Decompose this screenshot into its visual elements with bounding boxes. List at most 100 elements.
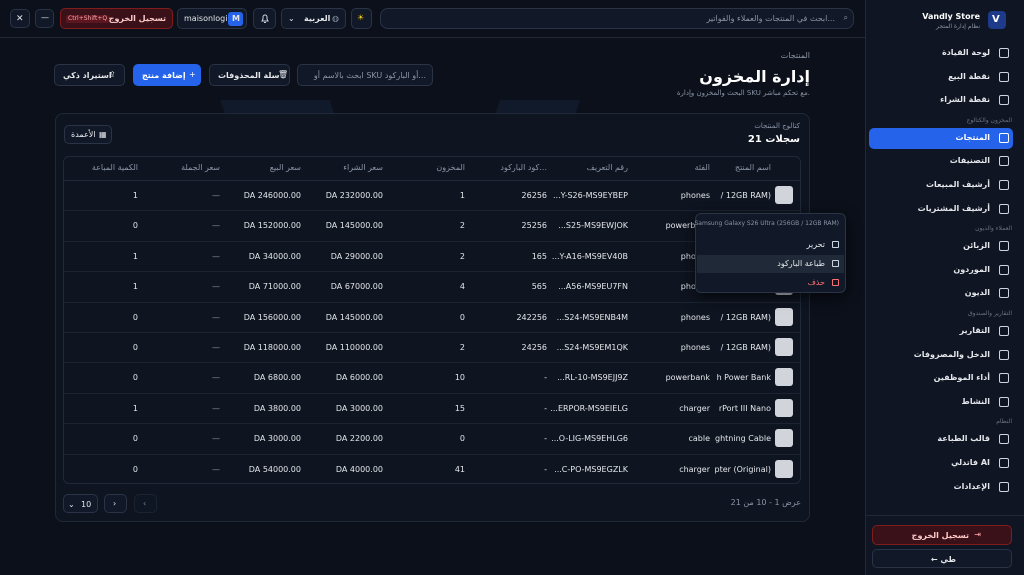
global-search[interactable]: ابحث في المنتجات والعملاء والفواتير... ⌕ bbox=[380, 8, 854, 29]
nav-item[interactable]: الزبائن bbox=[963, 241, 990, 251]
nav-group-label: النظام bbox=[996, 418, 1012, 426]
language-select[interactable]: ⌄ العربية ◍ bbox=[281, 8, 346, 29]
table-cell: DA 3000.00 bbox=[335, 403, 383, 413]
table-cell: 2 bbox=[459, 343, 465, 352]
table-cell: DA 3800.00 bbox=[253, 403, 301, 413]
product-thumbnail bbox=[775, 429, 793, 448]
nav-item[interactable]: أرشيف المشتريات bbox=[917, 203, 990, 213]
sidebar-logout[interactable]: تسجيل الخروج ⇥ bbox=[872, 525, 1012, 545]
nav-item[interactable]: الديون bbox=[964, 288, 990, 298]
table-cell: 25256 bbox=[521, 221, 547, 231]
username: maisonlogi bbox=[184, 14, 228, 23]
smart-import-button[interactable]: استيراد ذكي ⇪ bbox=[54, 64, 125, 86]
table-cell: — bbox=[212, 403, 220, 413]
prev-page-button[interactable]: ‹ bbox=[134, 494, 157, 513]
nav-item[interactable]: لوحة القيادة bbox=[941, 48, 990, 57]
nav-icon bbox=[999, 373, 1009, 384]
menu-icon bbox=[832, 279, 839, 286]
table-cell: 0 bbox=[132, 221, 138, 231]
column-header: كود الباركود... bbox=[500, 163, 547, 172]
nav-item[interactable]: الموردون bbox=[953, 264, 990, 274]
table-cell: 0 bbox=[459, 312, 465, 322]
nav-icon bbox=[999, 458, 1009, 468]
nav-icon bbox=[999, 241, 1009, 252]
row-divider bbox=[64, 453, 800, 455]
table-cell: 1 bbox=[132, 251, 138, 261]
minimize-button[interactable]: — bbox=[35, 9, 54, 28]
table-cell: ...Y-A16-MS9EV40B bbox=[551, 251, 628, 261]
nav-item[interactable]: نقطة الشراء bbox=[940, 95, 990, 105]
nav-item[interactable]: المنتجات bbox=[955, 132, 990, 142]
logout-button[interactable]: Ctrl+Shift+Q تسجيل الخروج bbox=[60, 8, 173, 29]
user-pill[interactable]: maisonlogi M bbox=[177, 8, 247, 29]
table-cell: ...ERPOR-MS9EIELG bbox=[550, 403, 628, 413]
nav-item[interactable]: الدخل والمصروفات bbox=[913, 349, 990, 359]
table-cell: DA 156000.00 bbox=[243, 312, 301, 322]
table-cell: DA 2200.00 bbox=[335, 434, 383, 444]
nav-item[interactable]: قالب الطباعة bbox=[937, 434, 990, 444]
row-divider bbox=[64, 362, 800, 364]
table-cell: DA 54000.00 bbox=[248, 464, 301, 474]
nav-item[interactable]: أرشيف المبيعات bbox=[926, 180, 990, 189]
table-cell: - bbox=[544, 464, 547, 474]
table-cell: DA 29000.00 bbox=[330, 251, 383, 261]
notifications-button[interactable] bbox=[253, 8, 276, 29]
column-header: رقم التعريف bbox=[586, 163, 628, 172]
bell-icon bbox=[261, 14, 269, 23]
nav-icon bbox=[999, 288, 1009, 299]
nav-item[interactable]: أداء الموظفين bbox=[933, 373, 990, 383]
menu-item[interactable]: حذف bbox=[807, 278, 825, 287]
table-cell: 1 bbox=[132, 191, 138, 200]
nav-group-label: المخزون والكتالوج bbox=[966, 116, 1012, 124]
table-cell: ...C-PO-MS9EGZLK bbox=[554, 464, 628, 474]
table-cell: 4 bbox=[459, 282, 465, 292]
next-page-button[interactable]: › bbox=[104, 494, 127, 513]
table-cell: / 12GB RAM) bbox=[720, 191, 771, 200]
row-divider bbox=[64, 392, 800, 394]
collapse-button[interactable]: ← طي bbox=[872, 549, 1012, 568]
table-frame bbox=[63, 156, 801, 484]
nav-item[interactable]: نقطة البيع bbox=[948, 71, 990, 81]
page-size-select[interactable]: ⌄ 10 bbox=[63, 494, 98, 513]
column-header: سعر الجملة bbox=[181, 163, 220, 172]
table-cell: phones bbox=[680, 312, 710, 322]
table-cell: — bbox=[212, 464, 220, 474]
table-cell: DA 118000.00 bbox=[243, 343, 301, 352]
product-thumbnail bbox=[775, 186, 793, 204]
table-cell: 2 bbox=[459, 221, 465, 231]
nav-item[interactable]: التصنيفات bbox=[949, 156, 990, 166]
nav-item[interactable]: النشاط bbox=[961, 396, 990, 406]
nav-item[interactable]: التقارير bbox=[959, 326, 990, 335]
table-cell: rPort III Nano bbox=[718, 403, 771, 413]
nav-item[interactable]: الإعدادات bbox=[953, 481, 990, 491]
product-thumbnail bbox=[775, 398, 793, 417]
columns-button[interactable]: الأعمدة ▦ bbox=[64, 125, 112, 144]
table-cell: 165 bbox=[531, 251, 547, 261]
table-cell: — bbox=[212, 191, 220, 200]
product-search[interactable]: ابحث بالاسم أو SKU أو الباركود... bbox=[297, 64, 433, 86]
breadcrumb: المنتجات bbox=[780, 51, 810, 60]
table-cell: pter (Original) bbox=[714, 464, 771, 474]
table-cell: 41 bbox=[454, 464, 465, 474]
table-cell: — bbox=[212, 282, 220, 292]
menu-item[interactable]: تحرير bbox=[806, 240, 825, 249]
theme-toggle[interactable]: ☀ bbox=[351, 8, 372, 29]
smart-import-label: استيراد ذكي bbox=[63, 71, 112, 80]
trash-button[interactable]: سلة المحذوفات 🗑 bbox=[209, 64, 290, 86]
menu-icon bbox=[832, 241, 839, 248]
table-cell: 26256 bbox=[521, 191, 547, 200]
table-cell: DA 246000.00 bbox=[243, 191, 301, 200]
table-cell: — bbox=[212, 373, 220, 383]
table-cell: 24256 bbox=[521, 343, 547, 352]
table-cell: charger bbox=[679, 464, 710, 474]
language: العربية bbox=[304, 14, 331, 23]
menu-icon bbox=[832, 260, 839, 267]
table-cell: - bbox=[544, 373, 547, 383]
menu-item[interactable]: طباعة الباركود bbox=[777, 259, 825, 268]
add-product-button[interactable]: إضافة منتج + bbox=[133, 64, 201, 86]
nav-item[interactable]: فاتدلي AI bbox=[951, 458, 990, 467]
nav-icon bbox=[999, 71, 1009, 82]
close-button[interactable]: ✕ bbox=[10, 9, 30, 28]
collapse-label: ← طي bbox=[930, 555, 956, 564]
